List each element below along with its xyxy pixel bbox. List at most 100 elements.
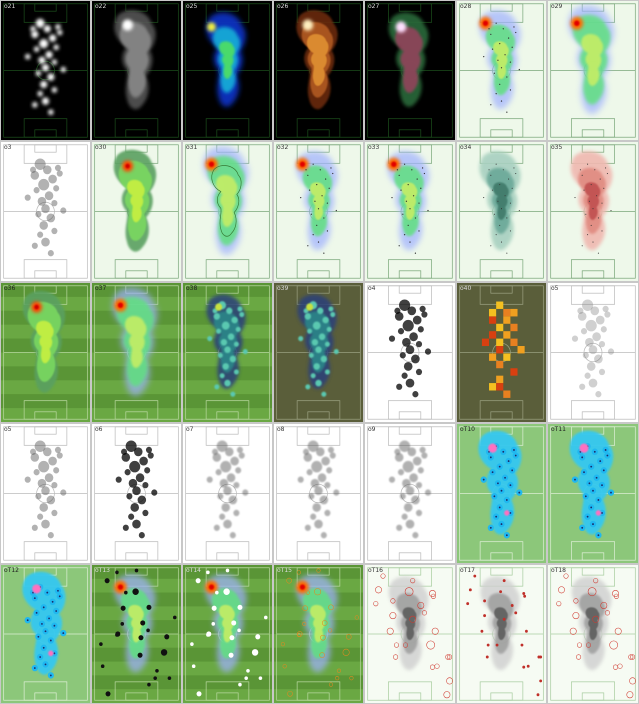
event-marker: [585, 642, 592, 648]
event-marker: [56, 170, 63, 177]
event-marker: [215, 469, 222, 476]
event-marker: [588, 378, 598, 388]
thumbnail-label: o7: [186, 426, 194, 433]
event-marker: [421, 452, 428, 459]
event-marker: [402, 337, 411, 347]
event-point: [583, 189, 585, 191]
event-marker: [405, 519, 415, 529]
event-marker: [600, 601, 608, 609]
event-marker: [307, 440, 319, 452]
event-marker: [24, 194, 31, 201]
event-marker: [396, 383, 403, 390]
event-point: [427, 209, 429, 212]
event-point: [504, 195, 506, 197]
event-marker: [417, 601, 425, 609]
event-marker: [607, 348, 615, 355]
event-point: [323, 217, 325, 219]
event-marker: [196, 691, 202, 697]
event-marker: [317, 473, 327, 483]
event-marker: [128, 513, 135, 520]
event-marker: [310, 513, 317, 520]
heatmap-thumbnail: o8: [273, 423, 364, 564]
event-marker: [558, 586, 565, 594]
event-marker: [417, 467, 424, 474]
event-point: [581, 245, 583, 247]
event-marker: [129, 460, 141, 473]
event-marker: [145, 446, 152, 454]
event-marker: [393, 654, 399, 660]
event-marker: [120, 622, 125, 626]
event-marker: [415, 341, 423, 348]
thumbnail-label: o39: [277, 285, 289, 292]
density-bin: [496, 323, 504, 332]
event-marker: [34, 440, 46, 452]
event-marker: [47, 532, 54, 539]
event-point: [421, 167, 424, 169]
event-marker: [375, 586, 382, 594]
event-point: [513, 26, 515, 28]
event-marker: [402, 319, 414, 332]
heatmap-thumbnail: o29: [547, 0, 639, 141]
event-marker: [37, 478, 47, 488]
event-marker: [431, 627, 439, 635]
event-marker: [466, 602, 470, 606]
event-marker: [411, 495, 420, 505]
event-marker: [225, 447, 234, 457]
event-point: [588, 200, 590, 202]
event-marker: [155, 668, 159, 673]
event-marker: [132, 486, 141, 496]
event-point: [502, 28, 504, 30]
pitch-heatmap: [459, 144, 544, 279]
event-marker: [236, 446, 243, 454]
event-point: [495, 93, 497, 95]
event-point: [497, 200, 499, 202]
event-marker: [124, 469, 131, 476]
event-point: [511, 187, 513, 189]
density-bin: [503, 316, 511, 324]
heatmap-thumbnail: o36: [0, 282, 91, 423]
grass-stripe: [183, 283, 272, 297]
heatmap-thumbnail: oT10: [456, 423, 547, 564]
event-marker: [246, 668, 250, 673]
thumbnail-label: o34: [460, 144, 472, 151]
pitch-heatmap: [92, 283, 181, 422]
event-marker: [522, 665, 526, 669]
heatmap-thumbnail: o27: [364, 0, 456, 141]
event-marker: [51, 482, 58, 489]
event-point: [407, 224, 409, 227]
event-marker: [598, 368, 606, 376]
pitch-heatmap: [3, 426, 88, 561]
event-marker: [43, 447, 52, 457]
event-marker: [609, 640, 619, 650]
event-marker: [522, 592, 526, 595]
event-marker: [229, 532, 236, 539]
event-marker: [48, 174, 57, 184]
event-marker: [167, 676, 172, 680]
pitch-heatmap: [550, 3, 636, 138]
event-marker: [221, 502, 230, 512]
event-marker: [160, 649, 168, 656]
event-marker: [33, 469, 40, 476]
thumbnail-label: o27: [368, 3, 380, 10]
event-point: [307, 174, 309, 177]
heatmap-thumbnail: o33: [364, 141, 456, 282]
event-marker: [403, 502, 413, 512]
event-marker: [226, 473, 236, 483]
event-point: [515, 172, 517, 175]
grass-stripe: [92, 408, 181, 422]
event-marker: [412, 532, 419, 539]
event-marker: [401, 372, 408, 379]
event-marker: [54, 164, 61, 172]
thumbnail-label: oT10: [460, 426, 475, 433]
thumbnail-label: oT16: [368, 567, 383, 574]
event-marker: [303, 452, 313, 462]
event-point: [502, 169, 504, 171]
event-point: [511, 46, 513, 48]
event-marker: [314, 519, 323, 529]
event-marker: [411, 354, 420, 364]
event-point: [579, 169, 581, 171]
event-marker: [242, 489, 249, 496]
event-point: [405, 200, 408, 202]
event-marker: [336, 668, 342, 673]
event-point: [335, 209, 337, 212]
